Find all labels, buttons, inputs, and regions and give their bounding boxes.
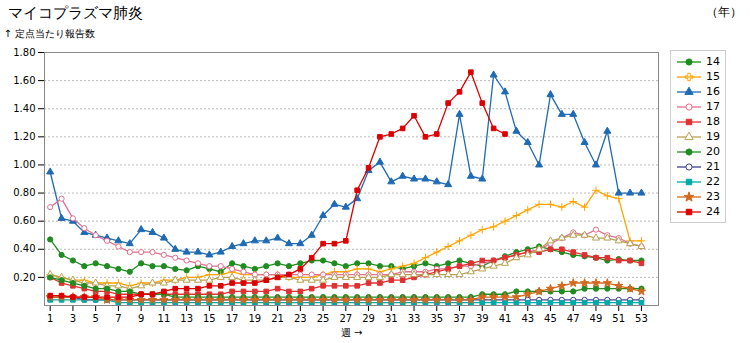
html-text:16: 16 xyxy=(706,85,720,98)
svg-text:15: 15 xyxy=(203,313,216,324)
svg-text:1.00: 1.00 xyxy=(13,159,35,170)
svg-text:9: 9 xyxy=(138,313,144,324)
html-text:15: 15 xyxy=(706,70,720,83)
html-text:マイコプラズマ肺炎: マイコプラズマ肺炎 xyxy=(8,4,143,22)
svg-text:17: 17 xyxy=(226,313,239,324)
svg-text:1.80: 1.80 xyxy=(13,47,35,58)
svg-text:51: 51 xyxy=(612,313,625,324)
svg-text:49: 49 xyxy=(590,313,603,324)
svg-text:23: 23 xyxy=(294,313,307,324)
svg-text:0.60: 0.60 xyxy=(13,215,35,226)
svg-text:1.60: 1.60 xyxy=(13,75,35,86)
svg-text:1: 1 xyxy=(47,313,53,324)
svg-text:5: 5 xyxy=(92,313,98,324)
svg-text:53: 53 xyxy=(635,313,648,324)
svg-text:33: 33 xyxy=(408,313,421,324)
svg-text:21: 21 xyxy=(271,313,284,324)
svg-text:0.40: 0.40 xyxy=(13,243,35,254)
html-text:20: 20 xyxy=(706,145,720,158)
svg-text:41: 41 xyxy=(499,313,512,324)
html-text:21: 21 xyxy=(706,160,720,173)
svg-text:週 →: 週 → xyxy=(341,327,363,338)
svg-text:↑ 定点当たり報告数: ↑ 定点当たり報告数 xyxy=(4,28,96,39)
html-text:19: 19 xyxy=(706,130,720,143)
html-text:23: 23 xyxy=(706,190,720,203)
svg-text:45: 45 xyxy=(544,313,557,324)
svg-text:25: 25 xyxy=(317,313,330,324)
svg-text:27: 27 xyxy=(339,313,352,324)
svg-text:39: 39 xyxy=(476,313,489,324)
html-text:22: 22 xyxy=(706,175,720,188)
svg-text:29: 29 xyxy=(362,313,375,324)
svg-text:19: 19 xyxy=(248,313,261,324)
svg-text:0.80: 0.80 xyxy=(13,187,35,198)
svg-text:47: 47 xyxy=(567,313,580,324)
svg-text:37: 37 xyxy=(453,313,466,324)
svg-text:35: 35 xyxy=(430,313,443,324)
html-text:24: 24 xyxy=(706,205,720,218)
svg-text:13: 13 xyxy=(180,313,193,324)
html-text:（年）: （年） xyxy=(706,5,742,19)
svg-text:43: 43 xyxy=(521,313,534,324)
html-text:18: 18 xyxy=(706,115,720,128)
svg-text:3: 3 xyxy=(70,313,76,324)
svg-text:0.20: 0.20 xyxy=(13,272,35,283)
html-text:17: 17 xyxy=(706,100,720,113)
svg-text:31: 31 xyxy=(385,313,398,324)
html-text:14: 14 xyxy=(706,55,720,68)
svg-text:11: 11 xyxy=(158,313,171,324)
svg-text:7: 7 xyxy=(115,313,121,324)
svg-text:1.20: 1.20 xyxy=(13,131,35,142)
svg-text:1.40: 1.40 xyxy=(13,103,35,114)
